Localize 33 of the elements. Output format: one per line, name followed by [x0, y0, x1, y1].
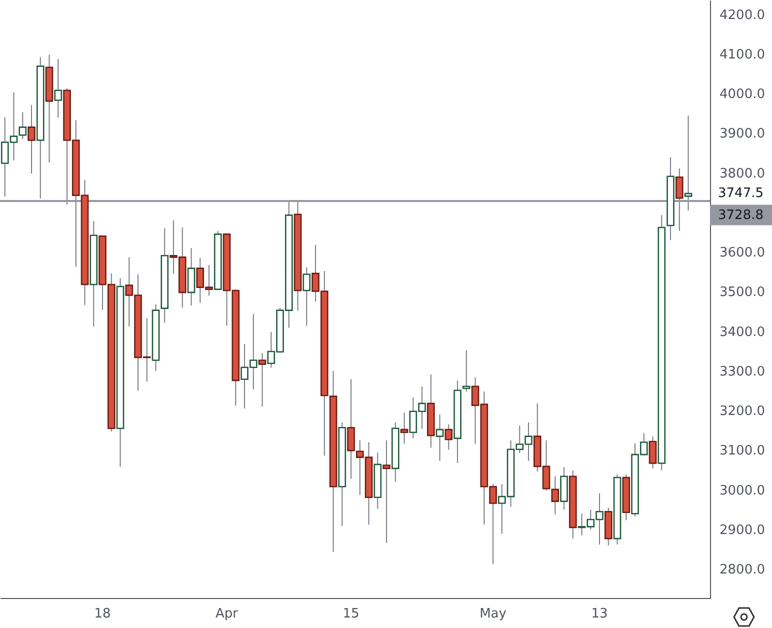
candlestick [28, 104, 36, 174]
y-tick-label: 3300.0 [720, 364, 765, 380]
x-tick-label: 13 [591, 606, 608, 622]
candlestick [462, 350, 470, 392]
candlestick [648, 436, 657, 469]
candlestick [54, 58, 62, 118]
x-tick-label: 15 [342, 606, 360, 622]
y-tick-label: 3800.0 [720, 166, 765, 182]
x-tick-label: Apr [216, 606, 239, 622]
text: 3747.5 [718, 186, 764, 201]
ref-line-label: 3728.8 [718, 208, 764, 223]
candlestick [675, 168, 684, 232]
y-tick-label: 3000.0 [720, 483, 765, 498]
x-tick-label: May [480, 606, 507, 622]
candlestick [444, 424, 453, 450]
candlestick [382, 440, 390, 544]
y-tick-label: 3400.0 [720, 324, 765, 340]
y-tick-label: 3200.0 [720, 404, 765, 420]
y-tick-label: 3600.0 [720, 246, 765, 261]
candlestick [400, 412, 408, 444]
y-tick-label: 2800.0 [720, 562, 765, 578]
y-tick-label: 4200.0 [720, 8, 765, 23]
y-tick-label: 3500.0 [720, 285, 765, 300]
x-tick-label: 18 [94, 606, 111, 622]
candlestick [684, 115, 692, 211]
y-tick-label: 3100.0 [720, 444, 765, 459]
y-tick-label: 2900.0 [720, 522, 765, 538]
candlestick [258, 352, 266, 408]
y-tick-label: 4100.0 [720, 47, 765, 62]
candlestick [302, 266, 311, 326]
y-tick-label: 3900.0 [720, 126, 765, 142]
y-tick-label: 4000.0 [720, 87, 765, 102]
candlestick [436, 414, 444, 462]
